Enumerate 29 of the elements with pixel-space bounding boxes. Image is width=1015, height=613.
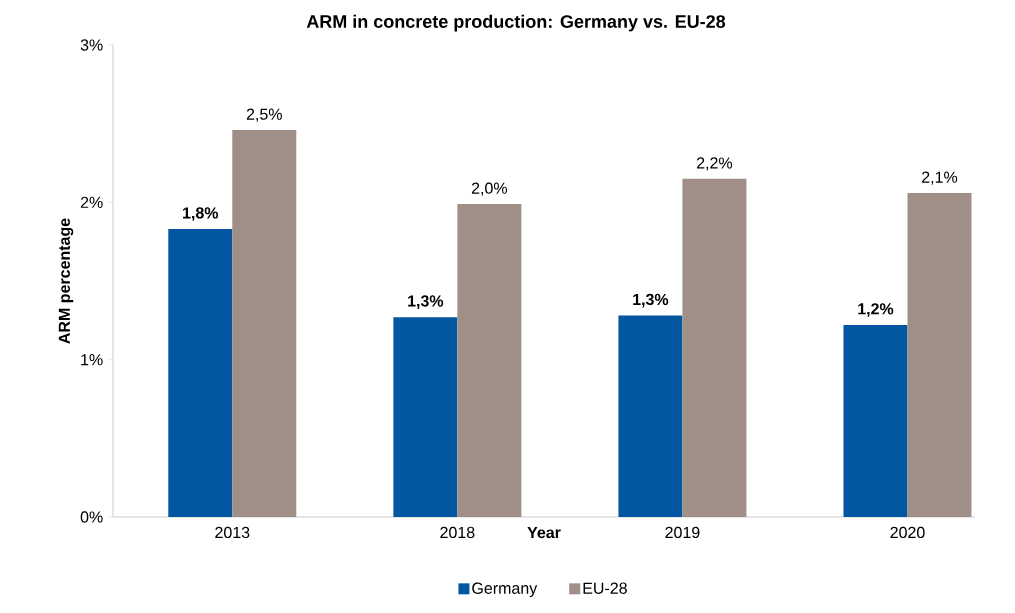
x-tick-label: 2019 [665,526,700,539]
chart-title: ARM in concrete production: Germany vs. EU-28 [306,14,726,32]
bar [618,315,683,517]
data-label: 2,2% [696,157,733,171]
data-label: 1,3% [633,293,669,308]
x-tick-label: 2013 [215,526,250,539]
bar [843,325,908,517]
y-tick-label: 3% [80,39,103,51]
data-label: 2,1% [922,171,958,185]
x-axis-title: Year [527,526,561,539]
data-label: 1,3% [408,295,444,309]
data-label: 1,2% [858,303,894,317]
y-axis-title: ARM percentage [58,218,74,344]
x-tick-label: 2018 [440,526,475,539]
y-tick-label: 2% [80,196,103,208]
bar [682,178,747,517]
bar [168,229,233,517]
data-label: 2,0% [471,182,508,196]
legend-label: Germany [472,582,538,598]
bar [232,129,297,517]
bar [457,203,522,517]
legend-label: EU-28 [583,582,627,594]
bar [907,192,972,517]
data-label: 2,5% [246,108,282,122]
x-tick-label: 2020 [890,526,925,539]
y-tick-label: 0% [80,511,103,523]
y-tick-label: 1% [81,354,103,366]
bar [393,317,458,517]
data-label: 1,8% [183,207,219,221]
